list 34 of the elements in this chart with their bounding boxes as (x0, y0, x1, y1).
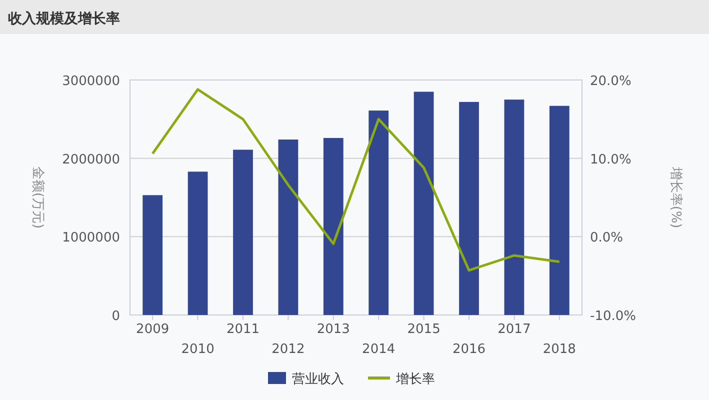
bar (323, 138, 344, 315)
y-tick-label: 2000000 (62, 152, 120, 168)
x-tick-label: 2017 (498, 322, 531, 337)
x-tick-label: 2015 (407, 322, 440, 337)
y2-axis-title: 增长率(%) (668, 166, 684, 228)
x-tick-label: 2016 (452, 342, 486, 357)
y-tick-label: 1000000 (62, 230, 120, 246)
x-tick-label: 2010 (181, 342, 214, 357)
y-axis-title: 金额(万元) (30, 166, 45, 229)
legend-label: 营业收入 (292, 372, 344, 387)
y-tick-label: 3000000 (62, 74, 120, 89)
bar (504, 100, 524, 315)
x-tick-label: 2011 (226, 322, 260, 337)
x-tick-label: 2018 (542, 342, 576, 357)
x-tick-label: 2013 (316, 322, 350, 337)
y2-tick-label: 20.0% (590, 74, 632, 89)
x-tick-label: 2009 (136, 322, 170, 337)
y2-tick-label: 10.0% (590, 152, 632, 168)
bar (368, 110, 389, 315)
chart-title: 收入规模及增长率 (8, 10, 120, 27)
bar (142, 195, 163, 315)
bar (459, 102, 479, 315)
bar (414, 92, 434, 315)
bar (278, 140, 298, 315)
x-tick-label: 2012 (272, 342, 305, 357)
legend-label: 增长率 (395, 371, 435, 387)
bar (233, 150, 253, 315)
y2-tick-label: 0.0% (590, 230, 624, 246)
bar (549, 106, 570, 315)
line-series (151, 88, 561, 272)
x-tick-label: 2014 (362, 342, 396, 357)
y-tick-label: 0 (112, 309, 120, 324)
y2-tick-label: -10.0% (590, 309, 636, 324)
bar (188, 172, 208, 315)
